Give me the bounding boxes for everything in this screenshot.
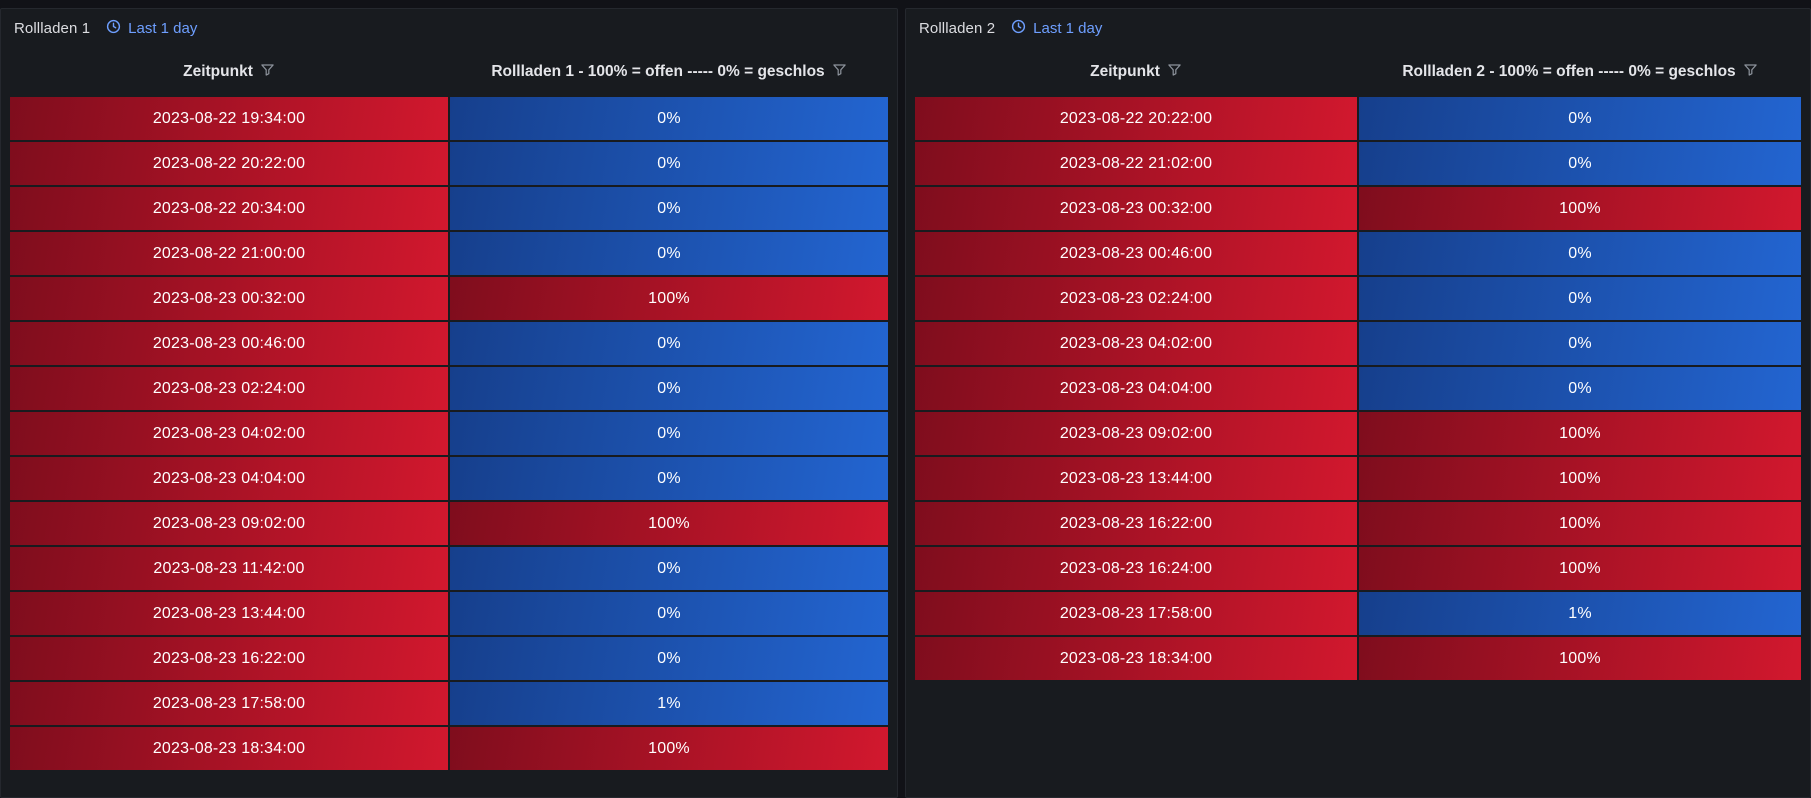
filter-funnel-icon[interactable] xyxy=(1167,62,1182,82)
zeitpunkt-cell: 2023-08-23 13:44:00 xyxy=(10,592,448,635)
value-cell: 100% xyxy=(1359,547,1801,590)
zeitpunkt-cell: 2023-08-23 00:46:00 xyxy=(915,232,1357,275)
table-body: 2023-08-22 19:34:00 0% 2023-08-22 20:22:00… xyxy=(10,97,888,770)
value-cell: 100% xyxy=(1359,457,1801,500)
column-header-value[interactable]: Rollladen 1 - 100% = offen ----- 0% = ge… xyxy=(450,62,888,82)
zeitpunkt-cell: 2023-08-23 04:04:00 xyxy=(915,367,1357,410)
filter-funnel-icon[interactable] xyxy=(260,62,275,82)
column-header-zeitpunkt[interactable]: Zeitpunkt xyxy=(10,62,448,82)
panel-rollladen-1: Rollladen 1 Last 1 day Zeitpunkt xyxy=(0,8,898,798)
zeitpunkt-cell: 2023-08-23 02:24:00 xyxy=(10,367,448,410)
value-cell: 0% xyxy=(450,322,888,365)
zeitpunkt-cell: 2023-08-23 04:04:00 xyxy=(10,457,448,500)
value-cell: 0% xyxy=(1359,322,1801,365)
time-range-override: Last 1 day xyxy=(106,19,197,38)
value-cell: 100% xyxy=(450,502,888,545)
zeitpunkt-cell: 2023-08-22 21:00:00 xyxy=(10,232,448,275)
table-header-row: Zeitpunkt Rollladen 1 - 100% = offen ---… xyxy=(10,47,888,97)
zeitpunkt-cell: 2023-08-22 20:34:00 xyxy=(10,187,448,230)
value-cell: 0% xyxy=(450,187,888,230)
zeitpunkt-cell: 2023-08-23 16:24:00 xyxy=(915,547,1357,590)
value-cell: 0% xyxy=(450,97,888,140)
zeitpunkt-cell: 2023-08-23 09:02:00 xyxy=(915,412,1357,455)
zeitpunkt-cell: 2023-08-23 11:42:00 xyxy=(10,547,448,590)
data-table: Zeitpunkt Rollladen 2 - 100% = offen ---… xyxy=(906,47,1810,680)
time-range-label: Last 1 day xyxy=(128,19,198,37)
value-cell: 0% xyxy=(450,457,888,500)
zeitpunkt-cell: 2023-08-22 20:22:00 xyxy=(915,97,1357,140)
time-range-override: Last 1 day xyxy=(1011,19,1102,38)
panel-header: Rollladen 2 Last 1 day xyxy=(906,9,1810,47)
value-cell: 1% xyxy=(450,682,888,725)
zeitpunkt-cell: 2023-08-23 16:22:00 xyxy=(10,637,448,680)
zeitpunkt-cell: 2023-08-23 02:24:00 xyxy=(915,277,1357,320)
value-cell: 100% xyxy=(1359,412,1801,455)
zeitpunkt-cell: 2023-08-23 18:34:00 xyxy=(915,637,1357,680)
value-cell: 0% xyxy=(450,547,888,590)
zeitpunkt-cell: 2023-08-23 00:46:00 xyxy=(10,322,448,365)
value-cell: 100% xyxy=(450,727,888,770)
value-cell: 1% xyxy=(1359,592,1801,635)
column-header-zeitpunkt[interactable]: Zeitpunkt xyxy=(915,62,1357,82)
value-cell: 0% xyxy=(1359,142,1801,185)
zeitpunkt-cell: 2023-08-23 09:02:00 xyxy=(10,502,448,545)
filter-funnel-icon[interactable] xyxy=(1743,62,1758,82)
filter-funnel-icon[interactable] xyxy=(832,62,847,82)
zeitpunkt-cell: 2023-08-22 20:22:00 xyxy=(10,142,448,185)
zeitpunkt-cell: 2023-08-23 04:02:00 xyxy=(915,322,1357,365)
table-header-row: Zeitpunkt Rollladen 2 - 100% = offen ---… xyxy=(915,47,1801,97)
data-table: Zeitpunkt Rollladen 1 - 100% = offen ---… xyxy=(1,47,897,770)
value-cell: 100% xyxy=(1359,502,1801,545)
zeitpunkt-cell: 2023-08-23 04:02:00 xyxy=(10,412,448,455)
value-cell: 0% xyxy=(1359,367,1801,410)
panel-rollladen-2: Rollladen 2 Last 1 day Zeitpunkt xyxy=(905,8,1811,798)
table-body: 2023-08-22 20:22:00 0% 2023-08-22 21:02:00… xyxy=(915,97,1801,680)
value-cell: 0% xyxy=(1359,97,1801,140)
panel-title[interactable]: Rollladen 2 xyxy=(919,19,996,37)
zeitpunkt-cell: 2023-08-22 21:02:00 xyxy=(915,142,1357,185)
value-cell: 0% xyxy=(450,142,888,185)
clock-icon xyxy=(106,19,121,38)
zeitpunkt-cell: 2023-08-23 13:44:00 xyxy=(915,457,1357,500)
zeitpunkt-cell: 2023-08-23 18:34:00 xyxy=(10,727,448,770)
value-cell: 100% xyxy=(450,277,888,320)
zeitpunkt-cell: 2023-08-23 00:32:00 xyxy=(915,187,1357,230)
column-header-value[interactable]: Rollladen 2 - 100% = offen ----- 0% = ge… xyxy=(1359,62,1801,82)
panel-title[interactable]: Rollladen 1 xyxy=(14,19,91,37)
value-cell: 0% xyxy=(450,412,888,455)
zeitpunkt-cell: 2023-08-23 16:22:00 xyxy=(915,502,1357,545)
value-cell: 0% xyxy=(450,592,888,635)
value-cell: 0% xyxy=(450,637,888,680)
value-cell: 0% xyxy=(1359,232,1801,275)
value-cell: 0% xyxy=(450,367,888,410)
clock-icon xyxy=(1011,19,1026,38)
panel-header: Rollladen 1 Last 1 day xyxy=(1,9,897,47)
value-cell: 100% xyxy=(1359,187,1801,230)
value-cell: 0% xyxy=(1359,277,1801,320)
time-range-label: Last 1 day xyxy=(1033,19,1103,37)
value-cell: 0% xyxy=(450,232,888,275)
zeitpunkt-cell: 2023-08-23 00:32:00 xyxy=(10,277,448,320)
zeitpunkt-cell: 2023-08-22 19:34:00 xyxy=(10,97,448,140)
zeitpunkt-cell: 2023-08-23 17:58:00 xyxy=(915,592,1357,635)
zeitpunkt-cell: 2023-08-23 17:58:00 xyxy=(10,682,448,725)
value-cell: 100% xyxy=(1359,637,1801,680)
